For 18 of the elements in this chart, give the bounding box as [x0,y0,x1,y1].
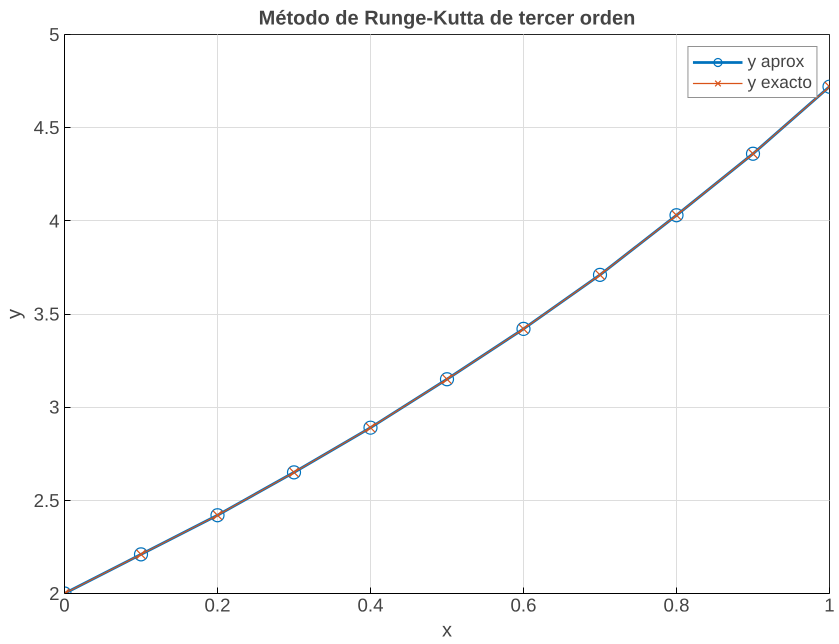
y-tick-label: 2.5 [34,490,60,511]
x-tick-label: 0.8 [664,594,690,616]
x-tick-label: 0.2 [204,594,230,616]
x-tick-label: 1 [824,594,835,616]
y-tick-label: 4.5 [34,117,60,138]
x-tick-label: 0.4 [358,594,384,616]
x-tick-label: 0.6 [510,594,536,616]
chart-title: Método de Runge-Kutta de tercer orden [258,8,636,30]
x-axis-title: x [442,620,452,642]
y-tick-label: 4 [49,210,60,232]
legend-label: y aprox [747,51,804,72]
x-tick-label: 0 [59,594,70,616]
y-tick-label: 2 [49,583,60,604]
y-axis-title: y [4,309,26,319]
y-tick-label: 5 [49,24,60,45]
y-tick-label: 3 [49,396,60,418]
legend-label: y exacto [747,72,812,93]
y-tick-label: 3.5 [34,304,60,324]
